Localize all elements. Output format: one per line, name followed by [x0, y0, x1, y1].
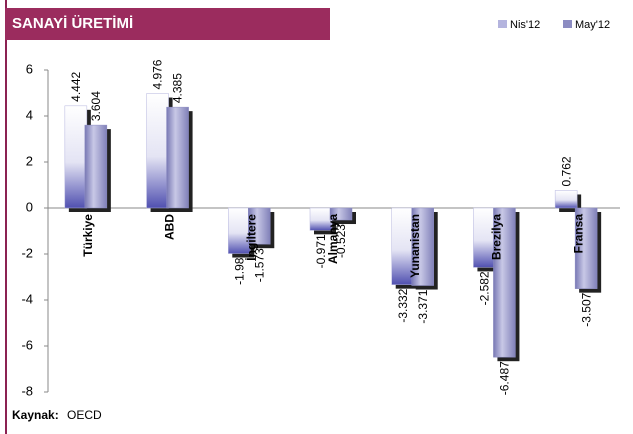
- y-tick-label: -2: [21, 245, 33, 260]
- y-tick-label: 4: [26, 107, 33, 122]
- legend-label: May'12: [575, 19, 610, 31]
- x-tick-label: Yunanistan: [408, 214, 422, 278]
- bar: [84, 124, 108, 209]
- x-tick-label: Almanya: [326, 214, 340, 264]
- value-label: 4.976: [151, 59, 165, 89]
- value-label: 3.604: [89, 91, 103, 121]
- value-label: -1.98: [232, 257, 246, 285]
- legend-swatch: [498, 20, 507, 28]
- value-label: -3.507: [579, 292, 593, 326]
- bar: [329, 207, 353, 221]
- value-label: 4.385: [171, 73, 185, 103]
- value-label: 4.442: [69, 71, 83, 101]
- x-tick-label: Fransa: [571, 214, 585, 254]
- value-label: -3.332: [396, 288, 410, 322]
- y-tick-label: 0: [26, 199, 33, 214]
- x-tick-label: İngiltere: [243, 214, 258, 261]
- legend-swatch: [563, 20, 572, 28]
- x-tick-label: Brezilya: [490, 214, 504, 260]
- source-label: Kaynak:: [12, 408, 59, 422]
- bar: [64, 105, 88, 209]
- legend-label: Nis'12: [510, 19, 540, 31]
- value-label: -0.971: [314, 234, 328, 268]
- bar: [493, 207, 516, 358]
- x-tick-label: ABD: [163, 214, 177, 240]
- chart-title: SANAYİ ÜRETİMİ: [12, 15, 133, 32]
- bar: [166, 106, 189, 209]
- bar: [554, 190, 578, 209]
- value-label: -3.371: [416, 289, 430, 323]
- y-tick-label: 2: [26, 153, 33, 168]
- y-tick-label: -4: [21, 291, 33, 306]
- source: OECD: [67, 408, 102, 422]
- title-bar: [5, 8, 330, 40]
- value-label: -1.573: [252, 248, 266, 282]
- bar: [411, 207, 434, 286]
- x-tick-label: Türkiye: [81, 214, 95, 257]
- y-tick-label: -6: [21, 337, 33, 352]
- value-label: -0.523: [334, 224, 348, 258]
- value-label: -6.487: [498, 361, 512, 395]
- value-label: 0.762: [559, 156, 573, 186]
- bar: [146, 93, 169, 209]
- left-border: [5, 0, 7, 434]
- y-tick-label: 6: [26, 61, 33, 76]
- value-label: -2.582: [478, 271, 492, 305]
- y-tick-label: -8: [21, 383, 33, 398]
- bar: [574, 207, 598, 289]
- bar: [248, 207, 271, 245]
